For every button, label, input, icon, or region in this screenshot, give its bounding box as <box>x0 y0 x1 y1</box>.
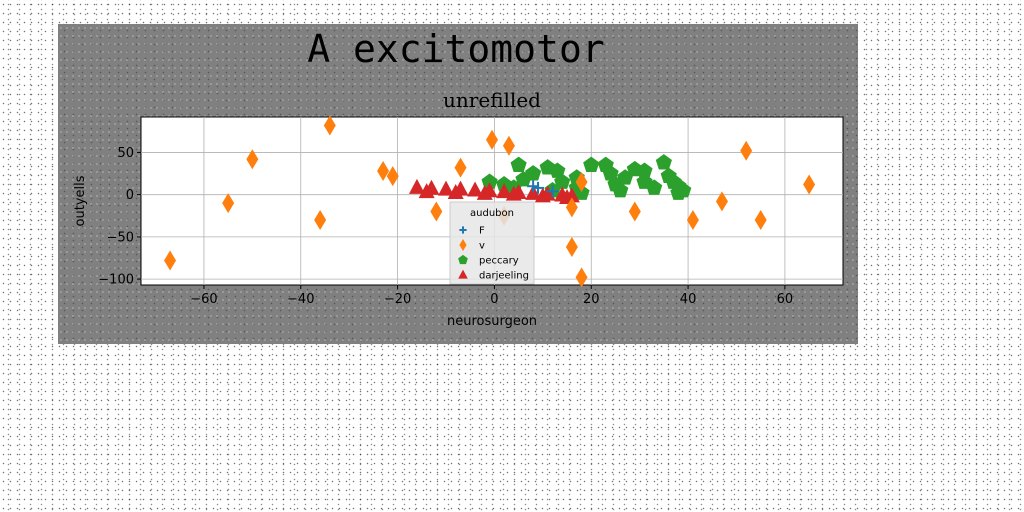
data-point <box>549 162 566 178</box>
data-point <box>323 115 336 136</box>
x-tick-label: −60 <box>190 292 217 307</box>
data-point <box>386 166 399 187</box>
data-point <box>525 165 542 181</box>
series-peccary <box>481 154 692 200</box>
data-point <box>430 201 443 222</box>
legend-label: peccary <box>479 256 519 267</box>
data-point <box>531 181 544 194</box>
data-point <box>502 135 515 156</box>
legend-marker-darjeeling <box>458 269 468 279</box>
data-point <box>377 161 390 182</box>
data-point <box>438 180 455 196</box>
data-point <box>686 209 699 230</box>
y-tick-label: −100 <box>98 273 134 288</box>
data-point <box>546 185 559 198</box>
legend-label: darjeeling <box>479 271 529 282</box>
x-tick-label: 40 <box>680 292 697 307</box>
data-point <box>754 209 767 230</box>
legend-marker-peccary <box>458 254 468 265</box>
legend-label: F <box>479 226 485 237</box>
figure: A excitomotor unrefilled −60 −40 −20 0 20 40 6… <box>58 24 858 344</box>
x-tick-label: 60 <box>777 292 794 307</box>
data-point <box>534 187 551 203</box>
data-point <box>575 267 588 288</box>
x-axis-ticks: −60 −40 −20 0 20 40 60 <box>190 285 793 307</box>
data-point <box>505 185 522 201</box>
data-point <box>314 209 327 230</box>
legend-marker-v <box>459 239 467 251</box>
data-point <box>646 179 663 195</box>
data-point <box>612 181 629 198</box>
data-point <box>222 193 235 214</box>
series-darjeeling <box>408 178 580 205</box>
y-axis-label: outyells <box>73 175 88 226</box>
series-F <box>527 180 559 198</box>
data-point <box>715 191 728 212</box>
chart-title: A excitomotor <box>307 27 604 71</box>
data-marks <box>164 115 816 288</box>
y-tick-label: −50 <box>107 230 134 245</box>
x-tick-label: −20 <box>384 292 411 307</box>
data-point <box>447 183 464 199</box>
data-point <box>740 140 753 161</box>
data-point <box>486 129 498 150</box>
legend-items: Fv peccary darjeeling <box>458 226 529 282</box>
data-point <box>481 173 498 189</box>
data-point <box>554 173 571 189</box>
x-axis-label: neurosurgeon <box>447 314 537 329</box>
data-point <box>583 156 600 172</box>
legend: audubon Fv peccary darjeeling <box>449 201 535 285</box>
data-point <box>510 156 527 172</box>
data-point <box>496 183 513 199</box>
chart-subtitle: unrefilled <box>443 88 541 112</box>
data-point <box>803 174 816 195</box>
y-tick-label: 50 <box>117 146 134 161</box>
data-point <box>454 157 467 178</box>
y-axis-ticks: −100 −50 0 50 <box>98 146 141 288</box>
data-point <box>246 149 259 170</box>
legend-marker-F <box>459 226 467 234</box>
data-point <box>467 181 484 197</box>
data-point <box>408 178 425 194</box>
legend-title: audubon <box>470 208 514 219</box>
data-point <box>655 154 672 170</box>
data-point <box>602 165 619 181</box>
x-tick-label: 20 <box>583 292 600 307</box>
x-tick-label: 0 <box>490 292 498 307</box>
legend-label: v <box>479 241 485 252</box>
data-point <box>573 184 590 200</box>
y-tick-label: 0 <box>126 188 134 203</box>
scatter-chart: A excitomotor unrefilled −60 −40 −20 0 20 40 6… <box>73 27 844 329</box>
x-tick-label: −40 <box>287 292 314 307</box>
data-point <box>636 162 653 178</box>
data-point <box>418 183 435 199</box>
data-point <box>565 237 578 258</box>
data-point <box>565 197 578 218</box>
data-point <box>164 250 177 271</box>
data-point <box>525 184 542 200</box>
data-point <box>628 201 641 222</box>
data-point <box>575 172 588 193</box>
data-point <box>476 184 493 200</box>
data-point <box>670 184 687 200</box>
